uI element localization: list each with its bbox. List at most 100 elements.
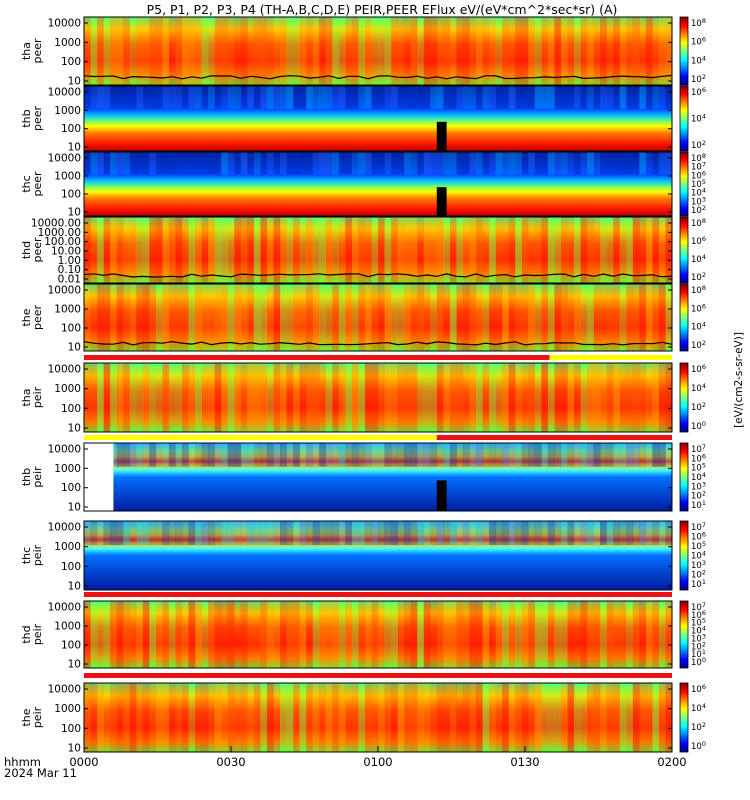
spectrogram-strip bbox=[208, 601, 215, 668]
spectrogram-strip bbox=[495, 86, 503, 109]
spectrogram-strip bbox=[521, 217, 529, 283]
spectrogram-strip bbox=[541, 86, 549, 109]
spectrogram-strip bbox=[606, 601, 614, 668]
spectrogram-strip bbox=[560, 443, 568, 467]
spectrogram-strip bbox=[534, 601, 542, 668]
spectrogram-strip bbox=[273, 284, 281, 351]
spectrogram-strip bbox=[469, 443, 477, 467]
spectrogram-strip bbox=[201, 683, 209, 752]
spectrogram-strip bbox=[430, 683, 438, 752]
spectrogram-strip bbox=[482, 217, 490, 283]
y-tick-label: 100 bbox=[61, 561, 81, 573]
spectrogram-strip bbox=[547, 683, 555, 752]
spectrogram-strip bbox=[286, 443, 294, 467]
spectrogram-strip bbox=[182, 152, 189, 175]
panel-frame bbox=[83, 520, 673, 591]
spectrogram-strip bbox=[619, 601, 627, 668]
spectrogram-strip bbox=[639, 521, 647, 546]
spectrogram-strip bbox=[293, 683, 300, 752]
panel-ylabel-instrument: peer bbox=[31, 171, 44, 197]
spectrogram-strip bbox=[253, 443, 261, 467]
spectrogram-strip bbox=[273, 86, 281, 109]
spectrogram-strip bbox=[632, 152, 640, 175]
spectrogram-strip bbox=[299, 521, 307, 546]
spectrogram-strip bbox=[502, 17, 509, 85]
spectrogram-strip bbox=[632, 217, 640, 283]
spectrogram-strip bbox=[541, 152, 549, 175]
spectrogram-strip bbox=[345, 284, 353, 351]
spectrogram-strip bbox=[306, 683, 313, 752]
spectrogram-strip bbox=[515, 152, 522, 175]
spectrogram-strip bbox=[273, 521, 281, 546]
spectrogram-strip bbox=[502, 363, 509, 432]
spectrogram-strip bbox=[221, 363, 228, 432]
spectrogram-strip bbox=[462, 363, 470, 432]
spectrogram-strip bbox=[495, 363, 503, 432]
spectrogram-strip bbox=[116, 284, 124, 351]
spectrogram-strip bbox=[495, 217, 503, 283]
spectrogram-strip bbox=[528, 443, 536, 467]
spectrogram-strip bbox=[652, 521, 660, 546]
spectrogram-strip bbox=[129, 86, 137, 109]
y-tick-label: 100 bbox=[61, 403, 81, 415]
spectrogram-strip bbox=[280, 443, 287, 467]
spectrogram-strip bbox=[456, 152, 464, 175]
colorbar-tick-label: 100 bbox=[691, 656, 706, 668]
spectrogram-strip bbox=[554, 363, 562, 432]
spectrogram-strip bbox=[364, 17, 372, 85]
spectrogram-strip bbox=[665, 601, 673, 668]
colorbar-tick-label: 102 bbox=[691, 569, 706, 581]
spectrogram-strip bbox=[142, 217, 150, 283]
colorbar bbox=[679, 362, 689, 433]
spectrogram-strip bbox=[280, 284, 287, 351]
y-tick-label: 10000.00 bbox=[31, 218, 81, 230]
no-data-region bbox=[84, 443, 114, 511]
x-tick-label: 0100 bbox=[363, 755, 392, 769]
spectrogram-strip bbox=[626, 217, 634, 283]
spectrogram-strip bbox=[208, 217, 215, 283]
spectrogram-strip bbox=[489, 217, 496, 283]
spectrogram-strip bbox=[417, 683, 424, 752]
colorbar-tick-label: 106 bbox=[691, 609, 706, 621]
spectrogram-strip bbox=[214, 683, 222, 752]
spectrogram-strip bbox=[587, 86, 594, 109]
spectrogram-strip bbox=[560, 17, 568, 85]
spectrogram-strip bbox=[195, 363, 202, 432]
spectrogram-strip bbox=[443, 363, 451, 432]
colorbar-tick-label: 106 bbox=[691, 86, 706, 98]
spectrogram-strip bbox=[469, 601, 477, 668]
spectrogram-strip bbox=[90, 284, 98, 351]
spectrogram-strip bbox=[201, 152, 209, 175]
colorbar bbox=[679, 600, 689, 669]
spectrogram-strip bbox=[208, 284, 215, 351]
spectrogram-strip bbox=[319, 683, 326, 752]
spectrogram-strip bbox=[234, 443, 242, 467]
spectrogram-strip bbox=[528, 86, 536, 109]
y-tick-label: 10000 bbox=[48, 602, 81, 614]
spectrogram-strip bbox=[208, 521, 215, 546]
spectrogram-strip bbox=[182, 601, 189, 668]
spectrogram-strip bbox=[456, 443, 464, 467]
spectrogram-strip bbox=[338, 443, 346, 467]
spectrogram-strip bbox=[378, 217, 385, 283]
spectrogram-strip bbox=[247, 284, 255, 351]
spectrogram-strip bbox=[462, 683, 470, 752]
spectrogram-strip bbox=[240, 217, 248, 283]
spectrogram-strip bbox=[534, 443, 542, 467]
spectrogram-strip bbox=[495, 284, 503, 351]
spectrogram-strip bbox=[84, 363, 91, 432]
spectrogram-strip bbox=[541, 284, 549, 351]
spectrogram-strip bbox=[188, 284, 196, 351]
spectrogram-strip bbox=[293, 284, 300, 351]
spectrogram-strip bbox=[240, 284, 248, 351]
spectrogram-strip bbox=[430, 217, 438, 283]
spectrogram-strip bbox=[195, 521, 202, 546]
spectrogram-strip bbox=[325, 17, 333, 85]
mode-bar-segment-yellow bbox=[84, 435, 437, 440]
spectrogram-strip bbox=[358, 363, 366, 432]
spectrogram-strip bbox=[495, 683, 503, 752]
spectrogram-strip bbox=[423, 363, 431, 432]
spectrogram-strip bbox=[116, 683, 124, 752]
spectrogram-strip bbox=[547, 17, 555, 85]
spectrogram-strip bbox=[443, 152, 451, 175]
